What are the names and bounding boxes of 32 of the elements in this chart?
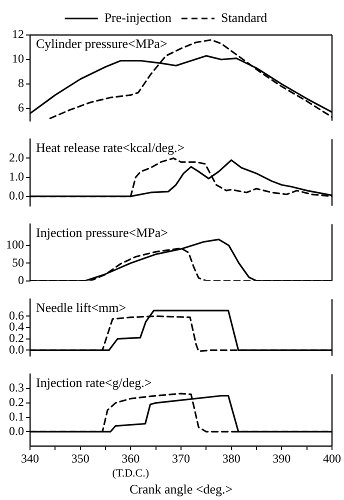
- chart-title: Injection rate<g/deg.>: [36, 375, 152, 390]
- legend-label: Pre-injection: [104, 10, 172, 25]
- y-tick-label: 0.0: [9, 342, 24, 356]
- x-axis-title: Crank angle <deg.>: [129, 482, 233, 497]
- x-tick-label: 360: [122, 451, 140, 466]
- y-tick-label: 0.6: [9, 308, 24, 322]
- chart-title: Heat release rate<kcal/deg.>: [36, 140, 185, 156]
- y-tick-label: 0.0: [9, 424, 24, 438]
- y-tick-label: 50: [12, 255, 24, 270]
- y-tick-label: 0.1: [9, 409, 24, 424]
- y-tick-label: 10: [12, 52, 24, 66]
- x-tick-label: 350: [71, 451, 90, 466]
- y-tick-label: 8: [18, 76, 24, 90]
- legend-label: Standard: [220, 10, 268, 25]
- y-tick-label: 100: [6, 238, 24, 252]
- x-tick-label: 380: [222, 451, 240, 466]
- chart-title: Cylinder pressure<MPa>: [36, 36, 168, 51]
- y-tick-label: 6: [18, 100, 24, 115]
- y-tick-label: 12: [12, 27, 24, 42]
- x-tick-label: 340: [21, 451, 39, 466]
- text: (T.D.C.): [112, 467, 150, 480]
- y-tick-label: 0.3: [9, 380, 24, 395]
- y-tick-label: 1.0: [9, 169, 24, 184]
- y-tick-label: 2.0: [9, 150, 24, 164]
- x-tick-label: 400: [323, 451, 341, 466]
- y-tick-label: 0: [18, 272, 24, 287]
- chart-title: Needle lift<mm>: [36, 300, 126, 316]
- y-tick-label: 0.2: [9, 395, 24, 410]
- x-tick-label: 370: [172, 451, 190, 466]
- x-tick-label: 390: [272, 451, 291, 466]
- y-tick-label: 0.0: [9, 188, 24, 202]
- chart-title: Injection pressure<MPa>: [36, 225, 168, 240]
